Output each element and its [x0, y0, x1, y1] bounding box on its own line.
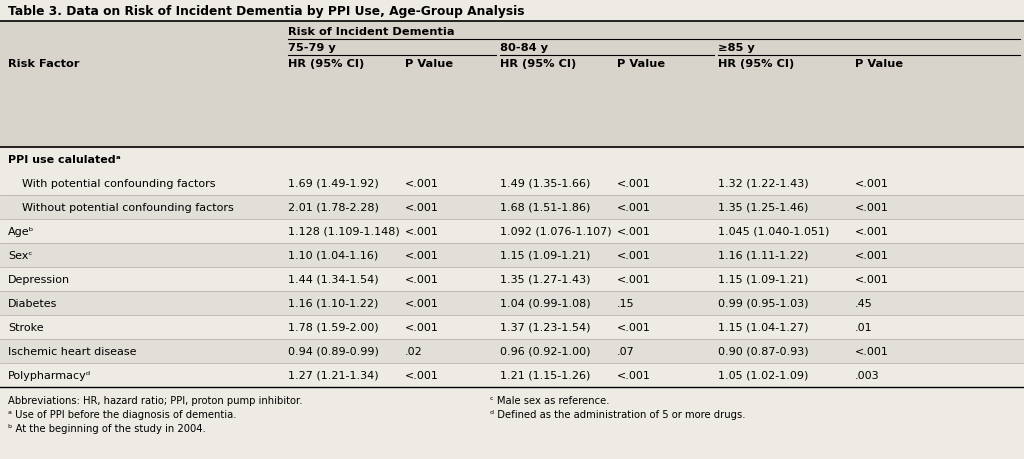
Text: 2.01 (1.78-2.28): 2.01 (1.78-2.28) [288, 202, 379, 213]
Text: 75-79 y: 75-79 y [288, 43, 336, 53]
Text: <.001: <.001 [855, 346, 889, 356]
Text: HR (95% CI): HR (95% CI) [718, 59, 795, 69]
Text: 80-84 y: 80-84 y [500, 43, 548, 53]
Text: <.001: <.001 [406, 226, 439, 236]
Text: Risk of Incident Dementia: Risk of Incident Dementia [288, 27, 455, 37]
Text: Abbreviations: HR, hazard ratio; PPI, proton pump inhibitor.: Abbreviations: HR, hazard ratio; PPI, pr… [8, 395, 302, 405]
Text: .45: .45 [855, 298, 872, 308]
Text: Risk Factor: Risk Factor [8, 59, 80, 69]
Text: ᶜ Male sex as reference.: ᶜ Male sex as reference. [490, 395, 609, 405]
Text: 1.15 (1.04-1.27): 1.15 (1.04-1.27) [718, 322, 809, 332]
Text: 1.78 (1.59-2.00): 1.78 (1.59-2.00) [288, 322, 379, 332]
Bar [0, 196, 1024, 219]
Text: Stroke: Stroke [8, 322, 44, 332]
Text: <.001: <.001 [617, 322, 651, 332]
Text: 0.99 (0.95-1.03): 0.99 (0.95-1.03) [718, 298, 809, 308]
Text: <.001: <.001 [406, 251, 439, 260]
Text: 1.16 (1.11-1.22): 1.16 (1.11-1.22) [718, 251, 808, 260]
Text: ᵈ Defined as the administration of 5 or more drugs.: ᵈ Defined as the administration of 5 or … [490, 409, 745, 419]
Text: 1.05 (1.02-1.09): 1.05 (1.02-1.09) [718, 370, 808, 380]
Text: 1.68 (1.51-1.86): 1.68 (1.51-1.86) [500, 202, 591, 213]
Text: <.001: <.001 [855, 251, 889, 260]
Text: 1.16 (1.10-1.22): 1.16 (1.10-1.22) [288, 298, 379, 308]
Text: Sexᶜ: Sexᶜ [8, 251, 33, 260]
Text: 1.21 (1.15-1.26): 1.21 (1.15-1.26) [500, 370, 591, 380]
Text: 0.94 (0.89-0.99): 0.94 (0.89-0.99) [288, 346, 379, 356]
Bar [0, 23, 1024, 148]
Text: 1.35 (1.25-1.46): 1.35 (1.25-1.46) [718, 202, 808, 213]
Text: <.001: <.001 [855, 179, 889, 189]
Text: <.001: <.001 [406, 274, 439, 285]
Text: 0.90 (0.87-0.93): 0.90 (0.87-0.93) [718, 346, 809, 356]
Text: Table 3. Data on Risk of Incident Dementia by PPI Use, Age-Group Analysis: Table 3. Data on Risk of Incident Dement… [8, 5, 524, 18]
Text: .07: .07 [617, 346, 635, 356]
Text: HR (95% CI): HR (95% CI) [288, 59, 365, 69]
Bar [0, 243, 1024, 268]
Text: ≥85 y: ≥85 y [718, 43, 755, 53]
Text: ᵇ At the beginning of the study in 2004.: ᵇ At the beginning of the study in 2004. [8, 423, 206, 433]
Text: 1.15 (1.09-1.21): 1.15 (1.09-1.21) [718, 274, 808, 285]
Text: 1.44 (1.34-1.54): 1.44 (1.34-1.54) [288, 274, 379, 285]
Text: <.001: <.001 [406, 202, 439, 213]
Text: 1.32 (1.22-1.43): 1.32 (1.22-1.43) [718, 179, 809, 189]
Text: Ischemic heart disease: Ischemic heart disease [8, 346, 136, 356]
Text: P Value: P Value [406, 59, 454, 69]
Text: <.001: <.001 [617, 274, 651, 285]
Text: HR (95% CI): HR (95% CI) [500, 59, 577, 69]
Text: <.001: <.001 [855, 226, 889, 236]
Text: .003: .003 [855, 370, 880, 380]
Text: <.001: <.001 [406, 179, 439, 189]
Text: <.001: <.001 [855, 274, 889, 285]
Text: 1.69 (1.49-1.92): 1.69 (1.49-1.92) [288, 179, 379, 189]
Text: 1.128 (1.109-1.148): 1.128 (1.109-1.148) [288, 226, 399, 236]
Text: <.001: <.001 [617, 251, 651, 260]
Text: <.001: <.001 [617, 202, 651, 213]
Text: Ageᵇ: Ageᵇ [8, 226, 35, 236]
Bar [0, 291, 1024, 315]
Text: P Value: P Value [617, 59, 666, 69]
Text: 1.49 (1.35-1.66): 1.49 (1.35-1.66) [500, 179, 591, 189]
Text: 1.37 (1.23-1.54): 1.37 (1.23-1.54) [500, 322, 591, 332]
Text: 1.10 (1.04-1.16): 1.10 (1.04-1.16) [288, 251, 378, 260]
Text: P Value: P Value [855, 59, 903, 69]
Text: 1.04 (0.99-1.08): 1.04 (0.99-1.08) [500, 298, 591, 308]
Text: Polypharmacyᵈ: Polypharmacyᵈ [8, 370, 91, 380]
Bar [0, 339, 1024, 363]
Text: .02: .02 [406, 346, 423, 356]
Text: 1.092 (1.076-1.107): 1.092 (1.076-1.107) [500, 226, 611, 236]
Text: <.001: <.001 [617, 370, 651, 380]
Text: <.001: <.001 [406, 298, 439, 308]
Text: <.001: <.001 [617, 226, 651, 236]
Text: <.001: <.001 [855, 202, 889, 213]
Text: PPI use calulatedᵃ: PPI use calulatedᵃ [8, 155, 121, 165]
Text: ᵃ Use of PPI before the diagnosis of dementia.: ᵃ Use of PPI before the diagnosis of dem… [8, 409, 237, 419]
Text: <.001: <.001 [406, 370, 439, 380]
Text: 1.35 (1.27-1.43): 1.35 (1.27-1.43) [500, 274, 591, 285]
Text: Depression: Depression [8, 274, 70, 285]
Text: .15: .15 [617, 298, 635, 308]
Text: 1.27 (1.21-1.34): 1.27 (1.21-1.34) [288, 370, 379, 380]
Text: With potential confounding factors: With potential confounding factors [8, 179, 215, 189]
Text: .01: .01 [855, 322, 872, 332]
Text: <.001: <.001 [406, 322, 439, 332]
Text: <.001: <.001 [617, 179, 651, 189]
Text: 1.045 (1.040-1.051): 1.045 (1.040-1.051) [718, 226, 829, 236]
Text: Diabetes: Diabetes [8, 298, 57, 308]
Text: Without potential confounding factors: Without potential confounding factors [8, 202, 233, 213]
Text: 0.96 (0.92-1.00): 0.96 (0.92-1.00) [500, 346, 591, 356]
Text: 1.15 (1.09-1.21): 1.15 (1.09-1.21) [500, 251, 591, 260]
